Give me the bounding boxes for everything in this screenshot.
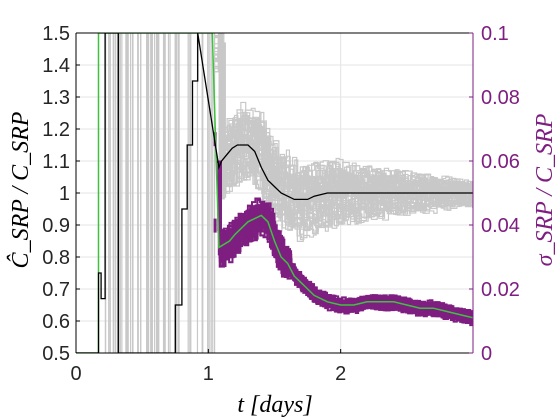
x-tick-label: 2 [335, 363, 346, 385]
x-tick-label: 0 [70, 363, 81, 385]
y-right-tick-label: 0 [481, 343, 492, 365]
y-right-tick-label: 0.02 [481, 279, 520, 301]
y-right-tick-label: 0.1 [481, 23, 509, 45]
y-left-tick-label: 0.7 [42, 279, 70, 301]
x-tick-label: 1 [203, 363, 214, 385]
y-axis-left-label: Ĉ_SRP / C_SRP [7, 111, 34, 268]
y-right-tick-label: 0.06 [481, 151, 520, 173]
monte-carlo-run [219, 33, 473, 200]
y-left-tick-label: 1.4 [42, 55, 70, 77]
y-left-tick-label: 0.6 [42, 311, 70, 333]
y-right-tick-label: 0.04 [481, 215, 520, 237]
sigma-run [216, 160, 473, 315]
monte-carlo-run [214, 58, 473, 230]
sigma-transient-mark [213, 218, 217, 233]
y-left-tick-label: 1.2 [42, 119, 70, 141]
monte-carlo-run [214, 60, 473, 232]
axes [75, 32, 474, 354]
y-left-tick-label: 0.8 [42, 247, 70, 269]
sigma-mean-line [76, 33, 473, 353]
y-left-tick-label: 1.5 [42, 23, 70, 45]
y-left-tick-label: 0.9 [42, 215, 70, 237]
monte-carlo-run [220, 33, 473, 190]
y-left-tick-label: 1.3 [42, 87, 70, 109]
sigma-run [216, 160, 473, 325]
sigma-run [216, 160, 473, 320]
series-lines [76, 33, 473, 353]
tick-labels: 0 1 2 0.5 0.6 0.7 0.8 0.9 1 1.1 1.2 1.3 1.4 1.5 0 0.02 0… [42, 23, 520, 385]
y-left-tick-label: 1.1 [42, 151, 70, 173]
estimate-mean-line [76, 33, 473, 353]
x-axis-label: t [days] [237, 392, 312, 418]
monte-carlo-runs [104, 33, 473, 353]
y-right-tick-label: 0.08 [481, 87, 520, 109]
y-left-tick-label: 1 [59, 183, 70, 205]
y-axis-right-label: σ_SRP / C_SRP [532, 113, 558, 266]
y-left-tick-label: 0.5 [42, 343, 70, 365]
